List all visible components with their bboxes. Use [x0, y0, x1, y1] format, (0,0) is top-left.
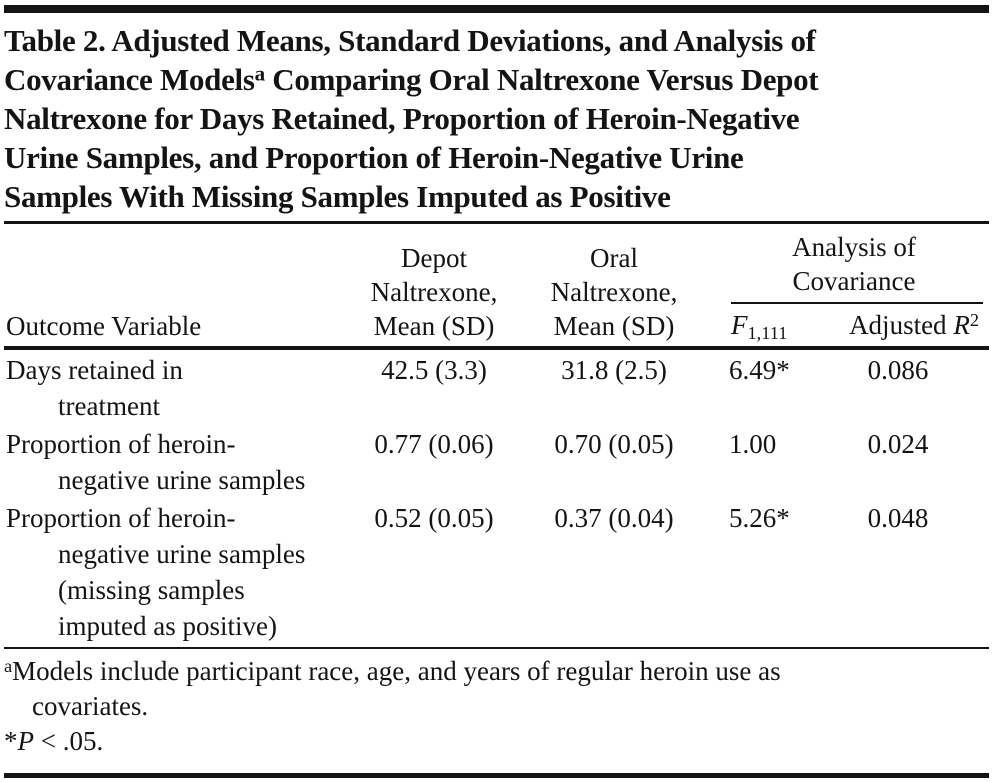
- r2-exponent: 2: [969, 309, 979, 330]
- cell-oral-mean-sd: 0.37 (0.04): [554, 503, 674, 533]
- table-title-text: Comparing Oral Naltrexone Versus Depot: [264, 62, 819, 97]
- column-header-f-statistic: F1,111: [731, 307, 787, 343]
- cell-oral-mean-sd: 0.70 (0.05): [554, 429, 674, 459]
- cell-adjusted-r2-value: 0.024: [867, 429, 929, 459]
- cell-outcome-variable: Days retained in treatment: [6, 355, 183, 421]
- cell-f-value: 5.26*: [729, 503, 790, 533]
- cell-depot-mean-sd: 0.77 (0.06): [374, 429, 494, 459]
- column-header-outcome-variable: Outcome Variable: [6, 311, 202, 341]
- column-header-oral-naltrexone: Oral Naltrexone, Mean (SD): [550, 243, 678, 341]
- title-footnote-marker-a: a: [254, 61, 266, 86]
- column-header-depot-naltrexone: Depot Naltrexone, Mean (SD): [370, 243, 498, 341]
- table-title-line: Naltrexone for Days Retained, Proportion…: [4, 101, 800, 136]
- footnote-a-text: Models include participant race, age, an…: [12, 656, 781, 721]
- cell-oral-mean-sd: 31.8 (2.5): [561, 355, 667, 385]
- cell-depot-mean-sd: 42.5 (3.3): [381, 355, 487, 385]
- cell-f-value: 1.00: [729, 429, 777, 459]
- body-rule: [4, 647, 989, 649]
- adjusted-label: Adjusted: [849, 310, 954, 340]
- table-title-line: Samples With Missing Samples Imputed as …: [4, 179, 671, 214]
- r-symbol: R: [953, 310, 970, 340]
- table-title-line: Urine Samples, and Proportion of Heroin-…: [4, 140, 744, 175]
- table-title-line: Covariance Modelsa Comparing Oral Naltre…: [4, 60, 989, 99]
- ancova-subheaders: F1,111 Adjusted R2: [719, 304, 989, 343]
- cell-adjusted-r2-value: 0.048: [867, 503, 929, 533]
- significance-star: *: [4, 726, 18, 756]
- table-row: Days retained in treatment 42.5 (3.3) 31…: [4, 350, 989, 424]
- footnote-a: aModels include participant race, age, a…: [4, 654, 989, 724]
- header-rule: [4, 346, 989, 350]
- table-row: Proportion of heroin- negative urine sam…: [4, 498, 989, 644]
- top-rule: [4, 5, 989, 13]
- table-body: Days retained in treatment 42.5 (3.3) 31…: [4, 350, 989, 644]
- significance-threshold: < .05.: [34, 726, 104, 756]
- ancova-spanner-rule: [731, 302, 983, 304]
- f-symbol: F: [731, 310, 748, 340]
- cell-outcome-variable: Proportion of heroin- negative urine sam…: [6, 503, 306, 641]
- bottom-rule: [4, 773, 989, 778]
- table-footnotes: aModels include participant race, age, a…: [4, 649, 989, 759]
- cell-depot-mean-sd: 0.52 (0.05): [374, 503, 494, 533]
- cell-f-value: 6.49*: [729, 355, 790, 385]
- table-title: Table 2. Adjusted Means, Standard Deviat…: [4, 21, 989, 216]
- footnote-a-marker: a: [4, 655, 13, 676]
- ancova-group-label: Analysis of Covariance: [792, 232, 916, 296]
- table-title-text: Covariance Models: [4, 62, 255, 97]
- column-header-adjusted-r2: Adjusted R2: [849, 307, 979, 343]
- table-header: Outcome Variable Depot Naltrexone, Mean …: [4, 224, 989, 343]
- cell-adjusted-r2-value: 0.086: [867, 355, 929, 385]
- table-row: Proportion of heroin- negative urine sam…: [4, 424, 989, 498]
- title-rule: [4, 221, 989, 224]
- cell-outcome-variable: Proportion of heroin- negative urine sam…: [6, 429, 306, 495]
- table-title-line: Table 2. Adjusted Means, Standard Deviat…: [4, 23, 816, 58]
- f-degrees-of-freedom: 1,111: [747, 323, 788, 344]
- ancova-group-header: Analysis of Covariance F1,111 Adjusted R…: [719, 230, 989, 343]
- footnote-significance: *P < .05.: [4, 724, 989, 759]
- p-symbol: P: [17, 726, 35, 756]
